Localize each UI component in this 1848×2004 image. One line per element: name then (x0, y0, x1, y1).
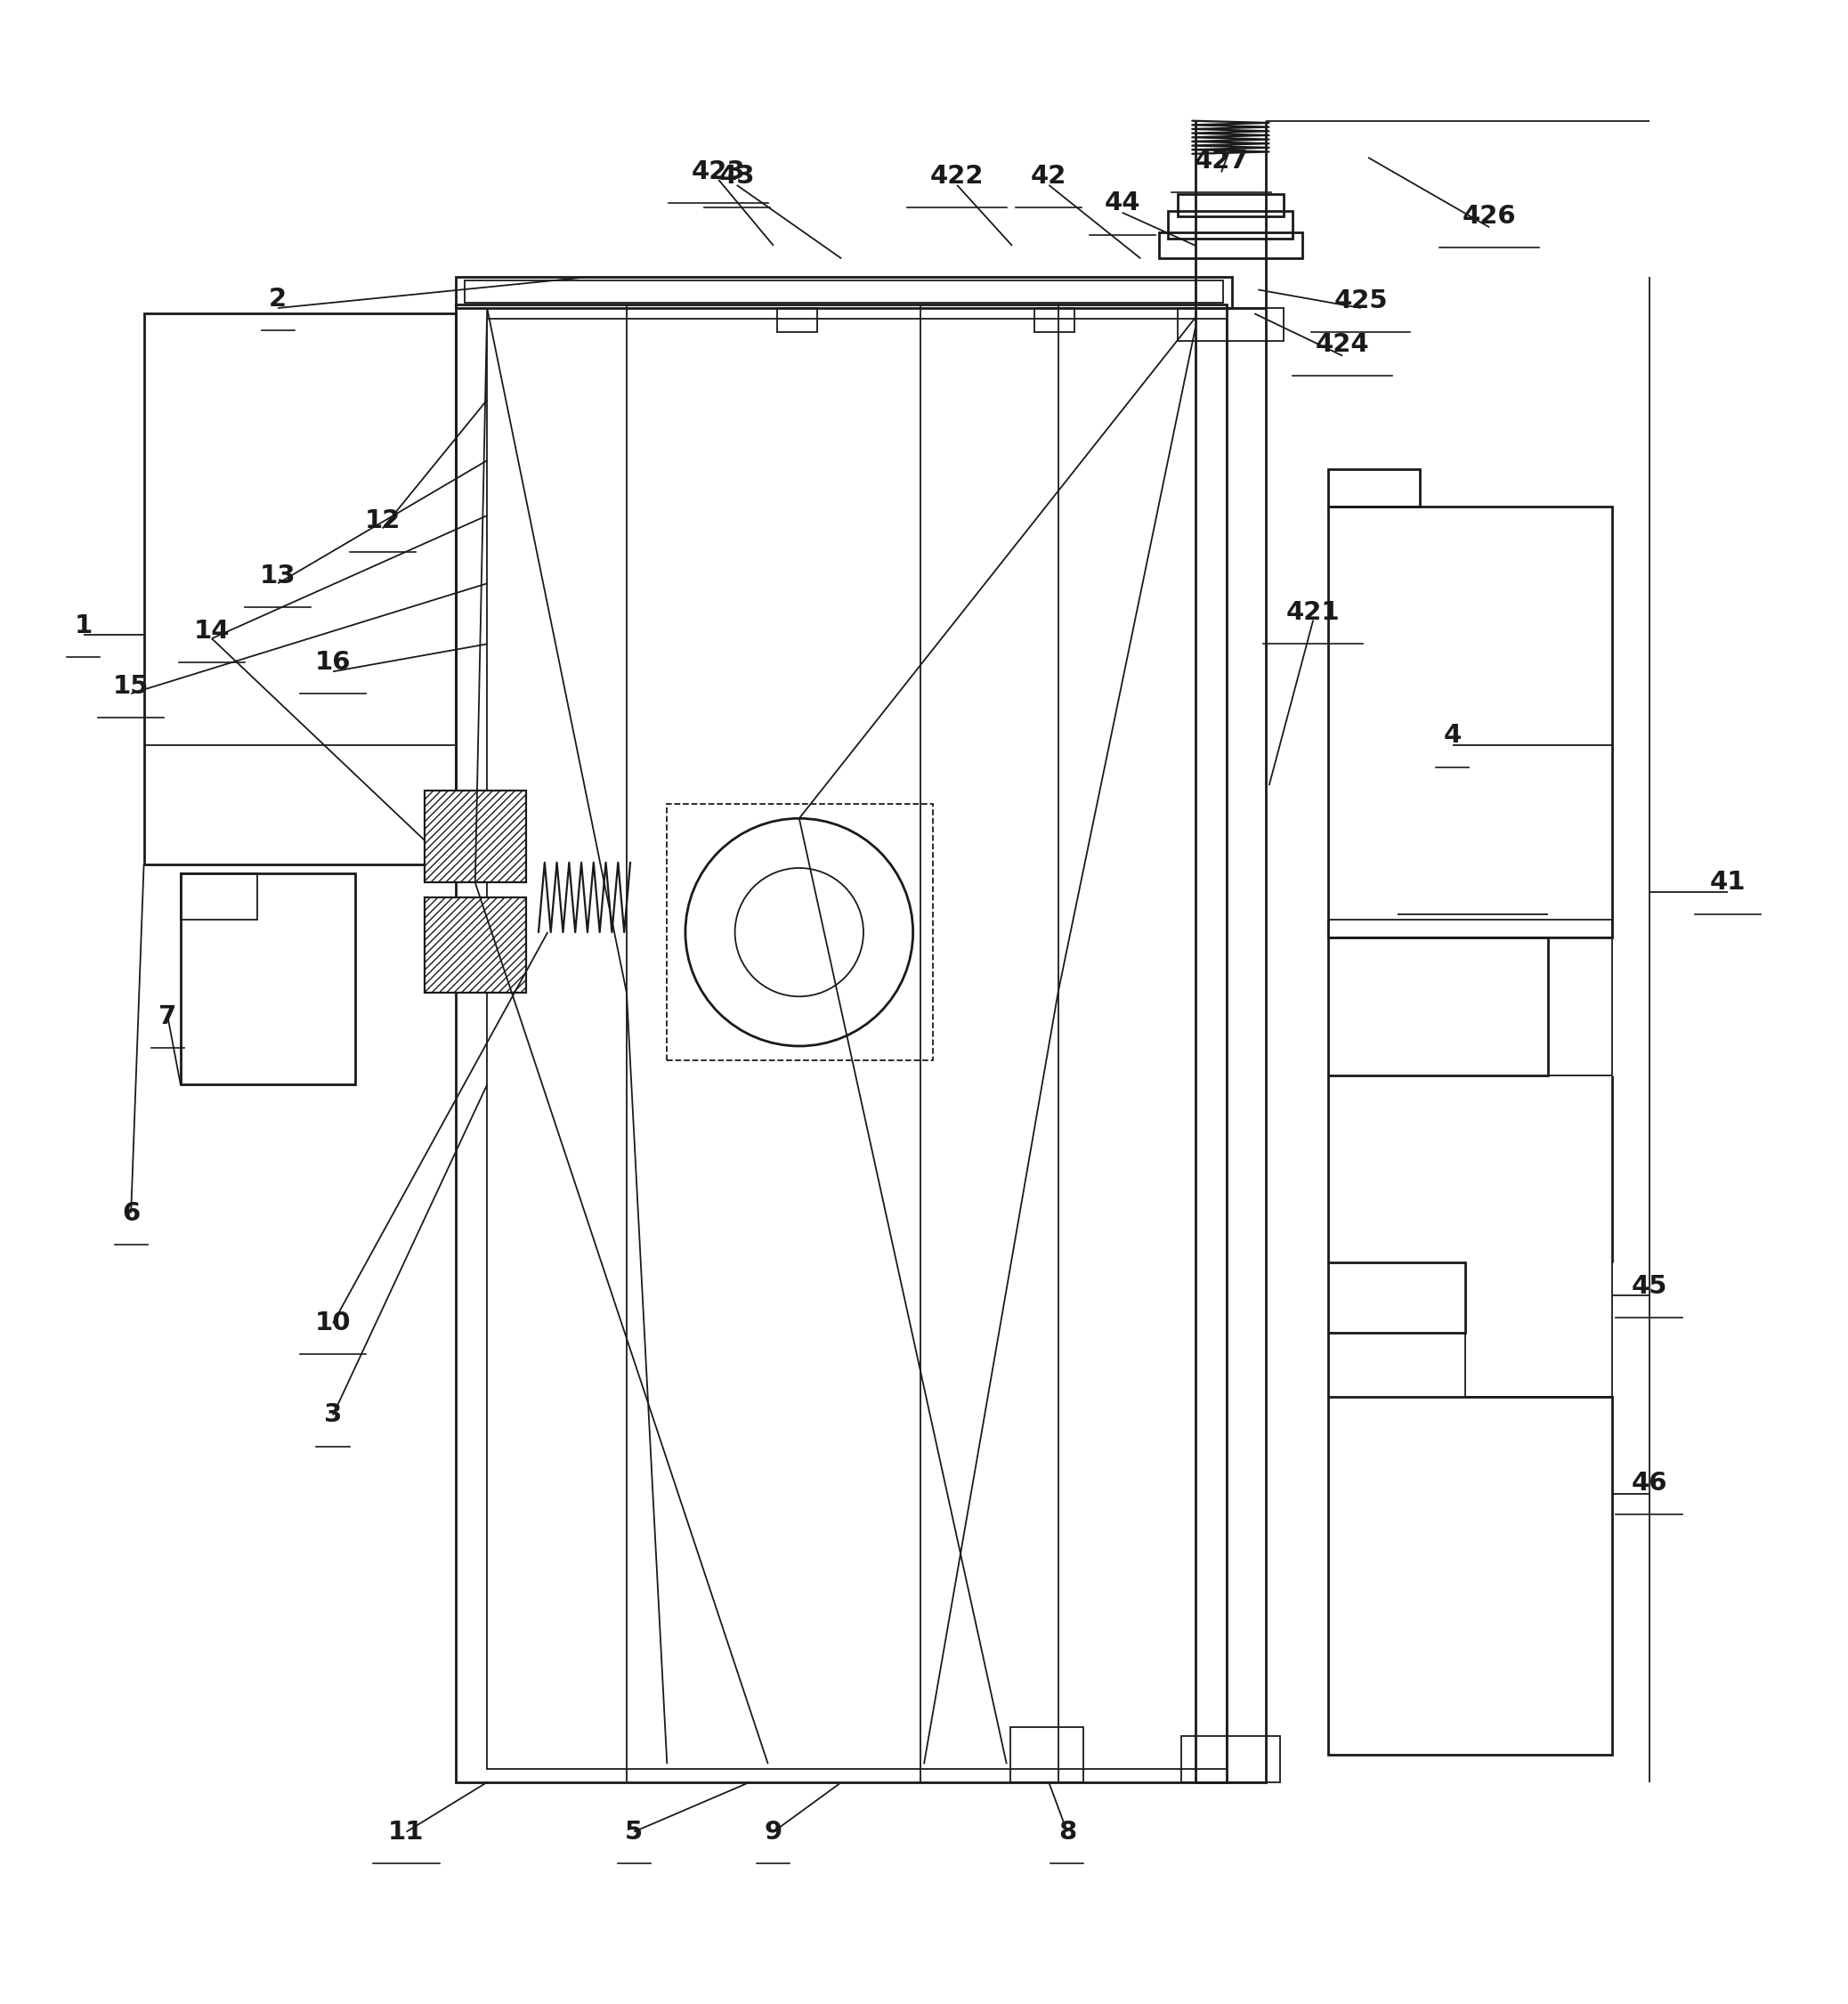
Bar (1035, 309, 1074, 333)
Text: 43: 43 (719, 164, 754, 188)
Text: 44: 44 (1105, 190, 1140, 216)
Text: 421: 421 (1286, 601, 1340, 625)
Text: 424: 424 (1316, 333, 1369, 357)
Bar (1196, 309, 1266, 1782)
Text: 11: 11 (388, 1820, 425, 1844)
Bar (1329, 1397, 1611, 1756)
Bar (778, 309, 817, 333)
Text: 6: 6 (122, 1200, 140, 1226)
Bar (456, 277, 1233, 309)
Text: 3: 3 (323, 1403, 342, 1427)
Bar (1011, 1727, 1083, 1782)
Text: 46: 46 (1632, 1471, 1667, 1495)
Text: 422: 422 (930, 164, 983, 188)
Bar (1181, 1735, 1281, 1782)
Bar (1177, 194, 1284, 216)
Text: 423: 423 (691, 160, 745, 184)
Bar (181, 874, 355, 1084)
Text: 42: 42 (1031, 164, 1066, 188)
Bar (1329, 938, 1549, 1076)
Bar (1329, 507, 1611, 938)
Bar (1329, 920, 1611, 938)
Bar (466, 281, 1223, 303)
Bar (1329, 469, 1419, 507)
Text: 9: 9 (765, 1820, 782, 1844)
Bar (1177, 309, 1284, 341)
Text: 4: 4 (1443, 723, 1462, 747)
Text: 15: 15 (113, 673, 150, 699)
Text: 8: 8 (1059, 1820, 1076, 1844)
Text: 7: 7 (159, 1004, 177, 1030)
Bar (425, 792, 525, 882)
Bar (1168, 210, 1294, 238)
Bar (488, 319, 1227, 1770)
Text: 45: 45 (1632, 1275, 1667, 1299)
Bar (1329, 1263, 1465, 1333)
Text: 12: 12 (364, 509, 401, 533)
Text: 427: 427 (1194, 148, 1249, 174)
Text: 16: 16 (314, 649, 351, 675)
Bar (1159, 232, 1303, 259)
Text: 10: 10 (314, 1311, 351, 1337)
Bar (181, 874, 257, 920)
Text: 5: 5 (625, 1820, 643, 1844)
Text: 1: 1 (74, 613, 92, 637)
Text: 14: 14 (194, 619, 229, 643)
Bar (456, 305, 1227, 1782)
Text: 426: 426 (1462, 204, 1517, 228)
Text: 2: 2 (270, 287, 286, 311)
Bar (144, 313, 456, 864)
Bar (425, 898, 525, 992)
Text: 13: 13 (261, 563, 296, 589)
Bar (667, 804, 933, 1060)
Text: 425: 425 (1334, 289, 1388, 313)
Text: 41: 41 (1709, 870, 1746, 896)
